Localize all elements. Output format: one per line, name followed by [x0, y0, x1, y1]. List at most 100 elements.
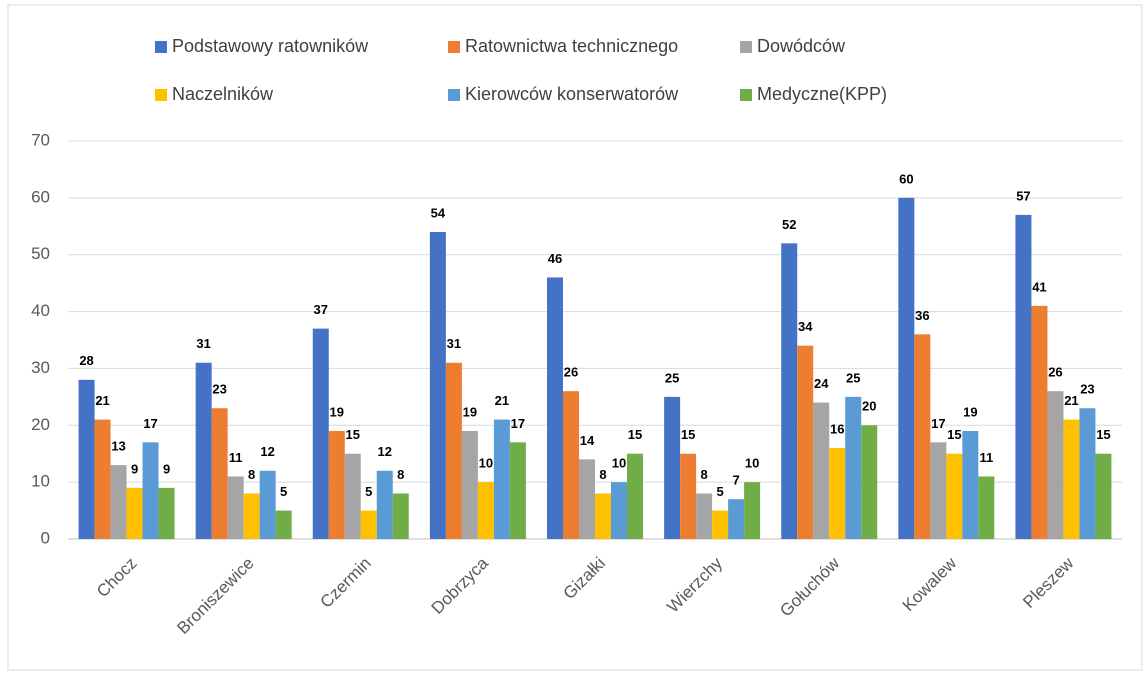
data-label: 8 [700, 467, 707, 482]
data-label: 19 [963, 404, 977, 419]
data-label: 21 [495, 393, 509, 408]
bar [1015, 214, 1032, 539]
data-label: 31 [196, 336, 210, 351]
y-tick-label: 70 [31, 130, 50, 149]
bar [509, 442, 526, 539]
bar [227, 476, 244, 539]
data-label: 46 [548, 251, 562, 266]
bar [946, 453, 963, 539]
legend-swatch [448, 89, 460, 101]
data-label: 26 [1048, 365, 1062, 380]
bar [110, 465, 127, 539]
data-label: 15 [947, 427, 961, 442]
bar [376, 470, 393, 539]
bar [861, 425, 878, 539]
data-label: 7 [732, 473, 739, 488]
bar [477, 482, 494, 539]
bar [392, 493, 409, 539]
data-label: 17 [511, 416, 525, 431]
bar [126, 487, 143, 539]
bar [328, 430, 345, 539]
bar [94, 419, 111, 539]
data-label: 19 [463, 404, 477, 419]
bar [930, 442, 947, 539]
bar [493, 419, 510, 539]
data-label: 10 [745, 456, 759, 471]
bar [275, 510, 292, 539]
data-label: 31 [447, 336, 461, 351]
data-label: 8 [599, 467, 606, 482]
bar [547, 277, 563, 539]
bar [259, 470, 276, 539]
chart-border [7, 4, 1143, 671]
data-label: 25 [846, 370, 860, 385]
data-label: 12 [260, 444, 274, 459]
y-tick-label: 20 [31, 415, 50, 434]
y-tick-label: 40 [31, 301, 50, 320]
bar [461, 430, 478, 539]
legend-swatch [155, 41, 167, 53]
legend-swatch [155, 89, 167, 101]
bar [627, 453, 643, 539]
data-label: 25 [665, 370, 679, 385]
data-label: 60 [899, 171, 913, 186]
bar [728, 499, 745, 539]
bar [898, 197, 915, 539]
data-label: 15 [1096, 427, 1110, 442]
bar [1079, 408, 1096, 539]
data-label: 8 [397, 467, 404, 482]
data-label: 23 [1080, 382, 1094, 397]
y-tick-label: 50 [31, 244, 50, 263]
data-label: 5 [716, 484, 723, 499]
data-label: 21 [1064, 393, 1078, 408]
data-label: 15 [628, 427, 642, 442]
legend-label: Kierowców konserwatorów [465, 84, 679, 104]
bar [781, 243, 798, 540]
bar [445, 362, 462, 539]
data-label: 34 [798, 319, 813, 334]
legend-swatch [740, 89, 752, 101]
legend-label: Ratownictwa technicznego [465, 36, 678, 56]
bar [563, 391, 579, 539]
data-label: 54 [431, 205, 446, 220]
bar [595, 493, 611, 539]
bar [579, 459, 595, 539]
bar [712, 510, 729, 539]
data-label: 15 [681, 427, 695, 442]
data-label: 15 [346, 427, 360, 442]
data-label: 37 [314, 302, 328, 317]
data-label: 28 [79, 353, 93, 368]
bar [797, 345, 814, 539]
data-label: 9 [163, 461, 170, 476]
data-label: 20 [862, 399, 876, 414]
data-label: 36 [915, 308, 929, 323]
data-label: 5 [365, 484, 372, 499]
bar [312, 328, 329, 539]
legend-label: Naczelników [172, 84, 274, 104]
bar [962, 430, 979, 539]
data-label: 16 [830, 421, 844, 436]
data-label: 21 [95, 393, 109, 408]
bar [696, 493, 713, 539]
data-label: 24 [814, 376, 829, 391]
data-label: 13 [111, 439, 125, 454]
data-label: 14 [580, 433, 595, 448]
bar [243, 493, 260, 539]
legend-swatch [448, 41, 460, 53]
bar [978, 476, 995, 539]
y-tick-label: 0 [41, 528, 50, 547]
y-tick-label: 30 [31, 358, 50, 377]
bar [78, 379, 95, 539]
bar [158, 487, 175, 539]
bar [360, 510, 377, 539]
bar [813, 402, 830, 539]
bar [142, 442, 159, 539]
bar [1047, 391, 1064, 539]
bar [1031, 305, 1048, 539]
data-label: 19 [330, 404, 344, 419]
legend-swatch [740, 41, 752, 53]
bar [744, 482, 761, 539]
data-label: 5 [280, 484, 287, 499]
bar [845, 396, 862, 539]
